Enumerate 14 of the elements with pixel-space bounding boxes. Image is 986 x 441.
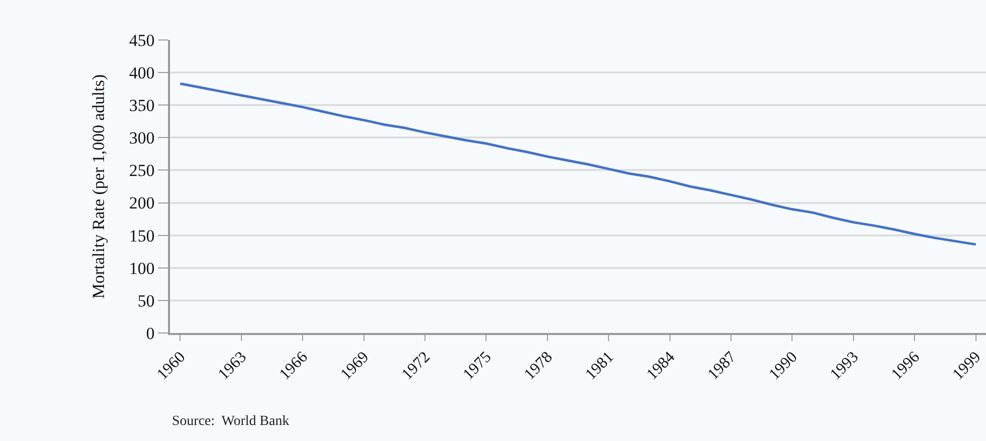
y-tick-label: 0 — [146, 324, 155, 343]
y-tick-label: 150 — [129, 226, 155, 246]
y-tick-label: 450 — [129, 30, 155, 50]
y-tick-label: 300 — [129, 128, 155, 148]
y-tick-label: 100 — [129, 258, 155, 278]
y-tick-label: 350 — [129, 96, 155, 116]
y-tick-label: 400 — [129, 64, 155, 83]
line-series — [178, 82, 978, 246]
y-tick-label: 200 — [129, 194, 155, 213]
x-tick-label: 1981 — [582, 348, 618, 384]
y-axis-title: Mortality Rate (per 1,000 adults) — [89, 74, 108, 299]
y-tick-label: 50 — [138, 291, 155, 310]
source-note: Source: World Bank — [172, 414, 290, 429]
y-tick-label: 250 — [129, 161, 155, 180]
